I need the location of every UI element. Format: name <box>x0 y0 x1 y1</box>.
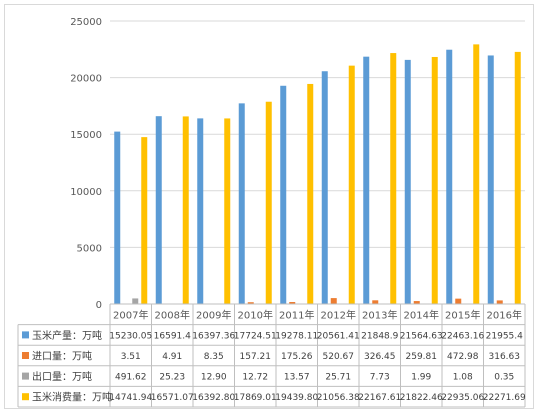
legend-swatch <box>22 372 29 380</box>
data-label: 16571.07 <box>151 393 194 403</box>
x-tick-label: 2009年 <box>196 308 231 321</box>
bar <box>307 83 314 304</box>
data-label: 16397.36 <box>192 331 235 341</box>
data-label: 21955.4 <box>486 331 523 341</box>
data-label: 520.67 <box>323 352 355 362</box>
bar <box>372 300 379 304</box>
bar-chart: 0 5000 10000 15000 20000 25000 2007年 2008年 2009年… <box>17 17 526 408</box>
data-label: 22935.06 <box>441 393 484 403</box>
y-tick-label: 10000 <box>70 187 102 198</box>
x-tick-label: 2015年 <box>445 308 480 321</box>
data-label: 16392.80 <box>192 393 235 403</box>
legend-label: 玉米消费量：万吨 <box>32 391 112 404</box>
legend-label: 出口量：万吨 <box>32 370 92 383</box>
data-label: 19278.11 <box>275 331 318 341</box>
bar <box>289 302 296 304</box>
x-tick-label: 2012年 <box>321 308 356 321</box>
y-tick-label: 5000 <box>77 243 102 254</box>
data-label: 21564.63 <box>400 331 443 341</box>
x-tick-label: 2010年 <box>238 308 273 321</box>
chart-frame: 0 5000 10000 15000 20000 25000 2007年 2008年 2009年… <box>4 4 534 409</box>
data-label: 25.71 <box>325 373 351 383</box>
data-label: 0.35 <box>494 373 514 383</box>
data-label: 4.91 <box>162 352 182 362</box>
bar <box>404 59 411 304</box>
legend-swatch <box>22 352 29 359</box>
data-label: 175.26 <box>281 352 313 362</box>
data-label: 21056.38 <box>317 393 360 403</box>
data-label: 1.99 <box>411 373 431 383</box>
data-label: 22271.69 <box>483 393 526 403</box>
data-label: 316.63 <box>489 352 521 362</box>
y-tick-label: 25000 <box>70 17 102 28</box>
bar <box>280 85 287 305</box>
bar <box>348 65 355 304</box>
bar <box>114 131 121 304</box>
x-tick-label: 2008年 <box>155 308 190 321</box>
data-label: 259.81 <box>406 352 438 362</box>
data-label: 17724.51 <box>234 331 277 341</box>
data-label: 15230.05 <box>109 331 152 341</box>
x-tick-label: 2013年 <box>362 308 397 321</box>
data-label: 326.45 <box>364 352 396 362</box>
data-label: 14741.94 <box>109 393 152 403</box>
data-label: 1.08 <box>453 373 473 383</box>
data-label: 7.73 <box>370 373 390 383</box>
bar <box>390 53 397 305</box>
data-label: 21848.9 <box>361 331 398 341</box>
data-label: 17869.01 <box>234 393 277 403</box>
bar <box>431 56 438 304</box>
data-label: 491.62 <box>115 373 147 383</box>
data-label: 13.57 <box>284 373 310 383</box>
bar <box>446 49 453 305</box>
data-label: 472.98 <box>447 352 479 362</box>
legend-label: 玉米产量：万吨 <box>32 329 102 342</box>
bar <box>321 71 328 304</box>
data-label: 19439.80 <box>275 393 318 403</box>
bar <box>487 55 494 304</box>
legend-swatch <box>22 393 29 401</box>
data-label: 3.51 <box>121 352 141 362</box>
bar <box>238 103 245 304</box>
bar <box>363 56 370 304</box>
data-label: 22167.61 <box>358 393 401 403</box>
data-label: 25.23 <box>159 373 185 383</box>
bar <box>496 300 503 304</box>
bar <box>141 137 148 304</box>
data-label: 12.72 <box>242 373 268 383</box>
bar <box>247 302 254 304</box>
data-label: 20561.41 <box>317 331 360 341</box>
bar <box>182 116 189 304</box>
legend-label: 进口量：万吨 <box>32 350 92 363</box>
bar <box>224 118 231 304</box>
bar <box>455 298 462 304</box>
y-tick-label: 15000 <box>70 130 102 141</box>
data-label: 21822.46 <box>400 393 443 403</box>
data-label: 8.35 <box>204 352 224 362</box>
bar <box>132 298 139 304</box>
bar <box>330 298 337 304</box>
bar <box>265 101 272 304</box>
legend-swatch <box>22 331 29 339</box>
bar <box>155 116 162 304</box>
bar <box>514 51 521 305</box>
x-tick-label: 2014年 <box>404 308 439 321</box>
bar <box>197 118 204 304</box>
data-label: 12.90 <box>201 373 227 383</box>
x-tick-label: 2016年 <box>487 308 522 321</box>
data-label: 16591.4 <box>154 331 191 341</box>
bar <box>473 44 480 304</box>
data-label: 157.21 <box>240 352 272 362</box>
bar <box>413 301 420 304</box>
y-tick-label: 20000 <box>70 74 102 85</box>
y-tick-label: 0 <box>96 300 102 311</box>
data-label: 22463.16 <box>441 331 484 341</box>
x-tick-label: 2007年 <box>113 308 148 321</box>
x-tick-label: 2011年 <box>279 308 314 321</box>
